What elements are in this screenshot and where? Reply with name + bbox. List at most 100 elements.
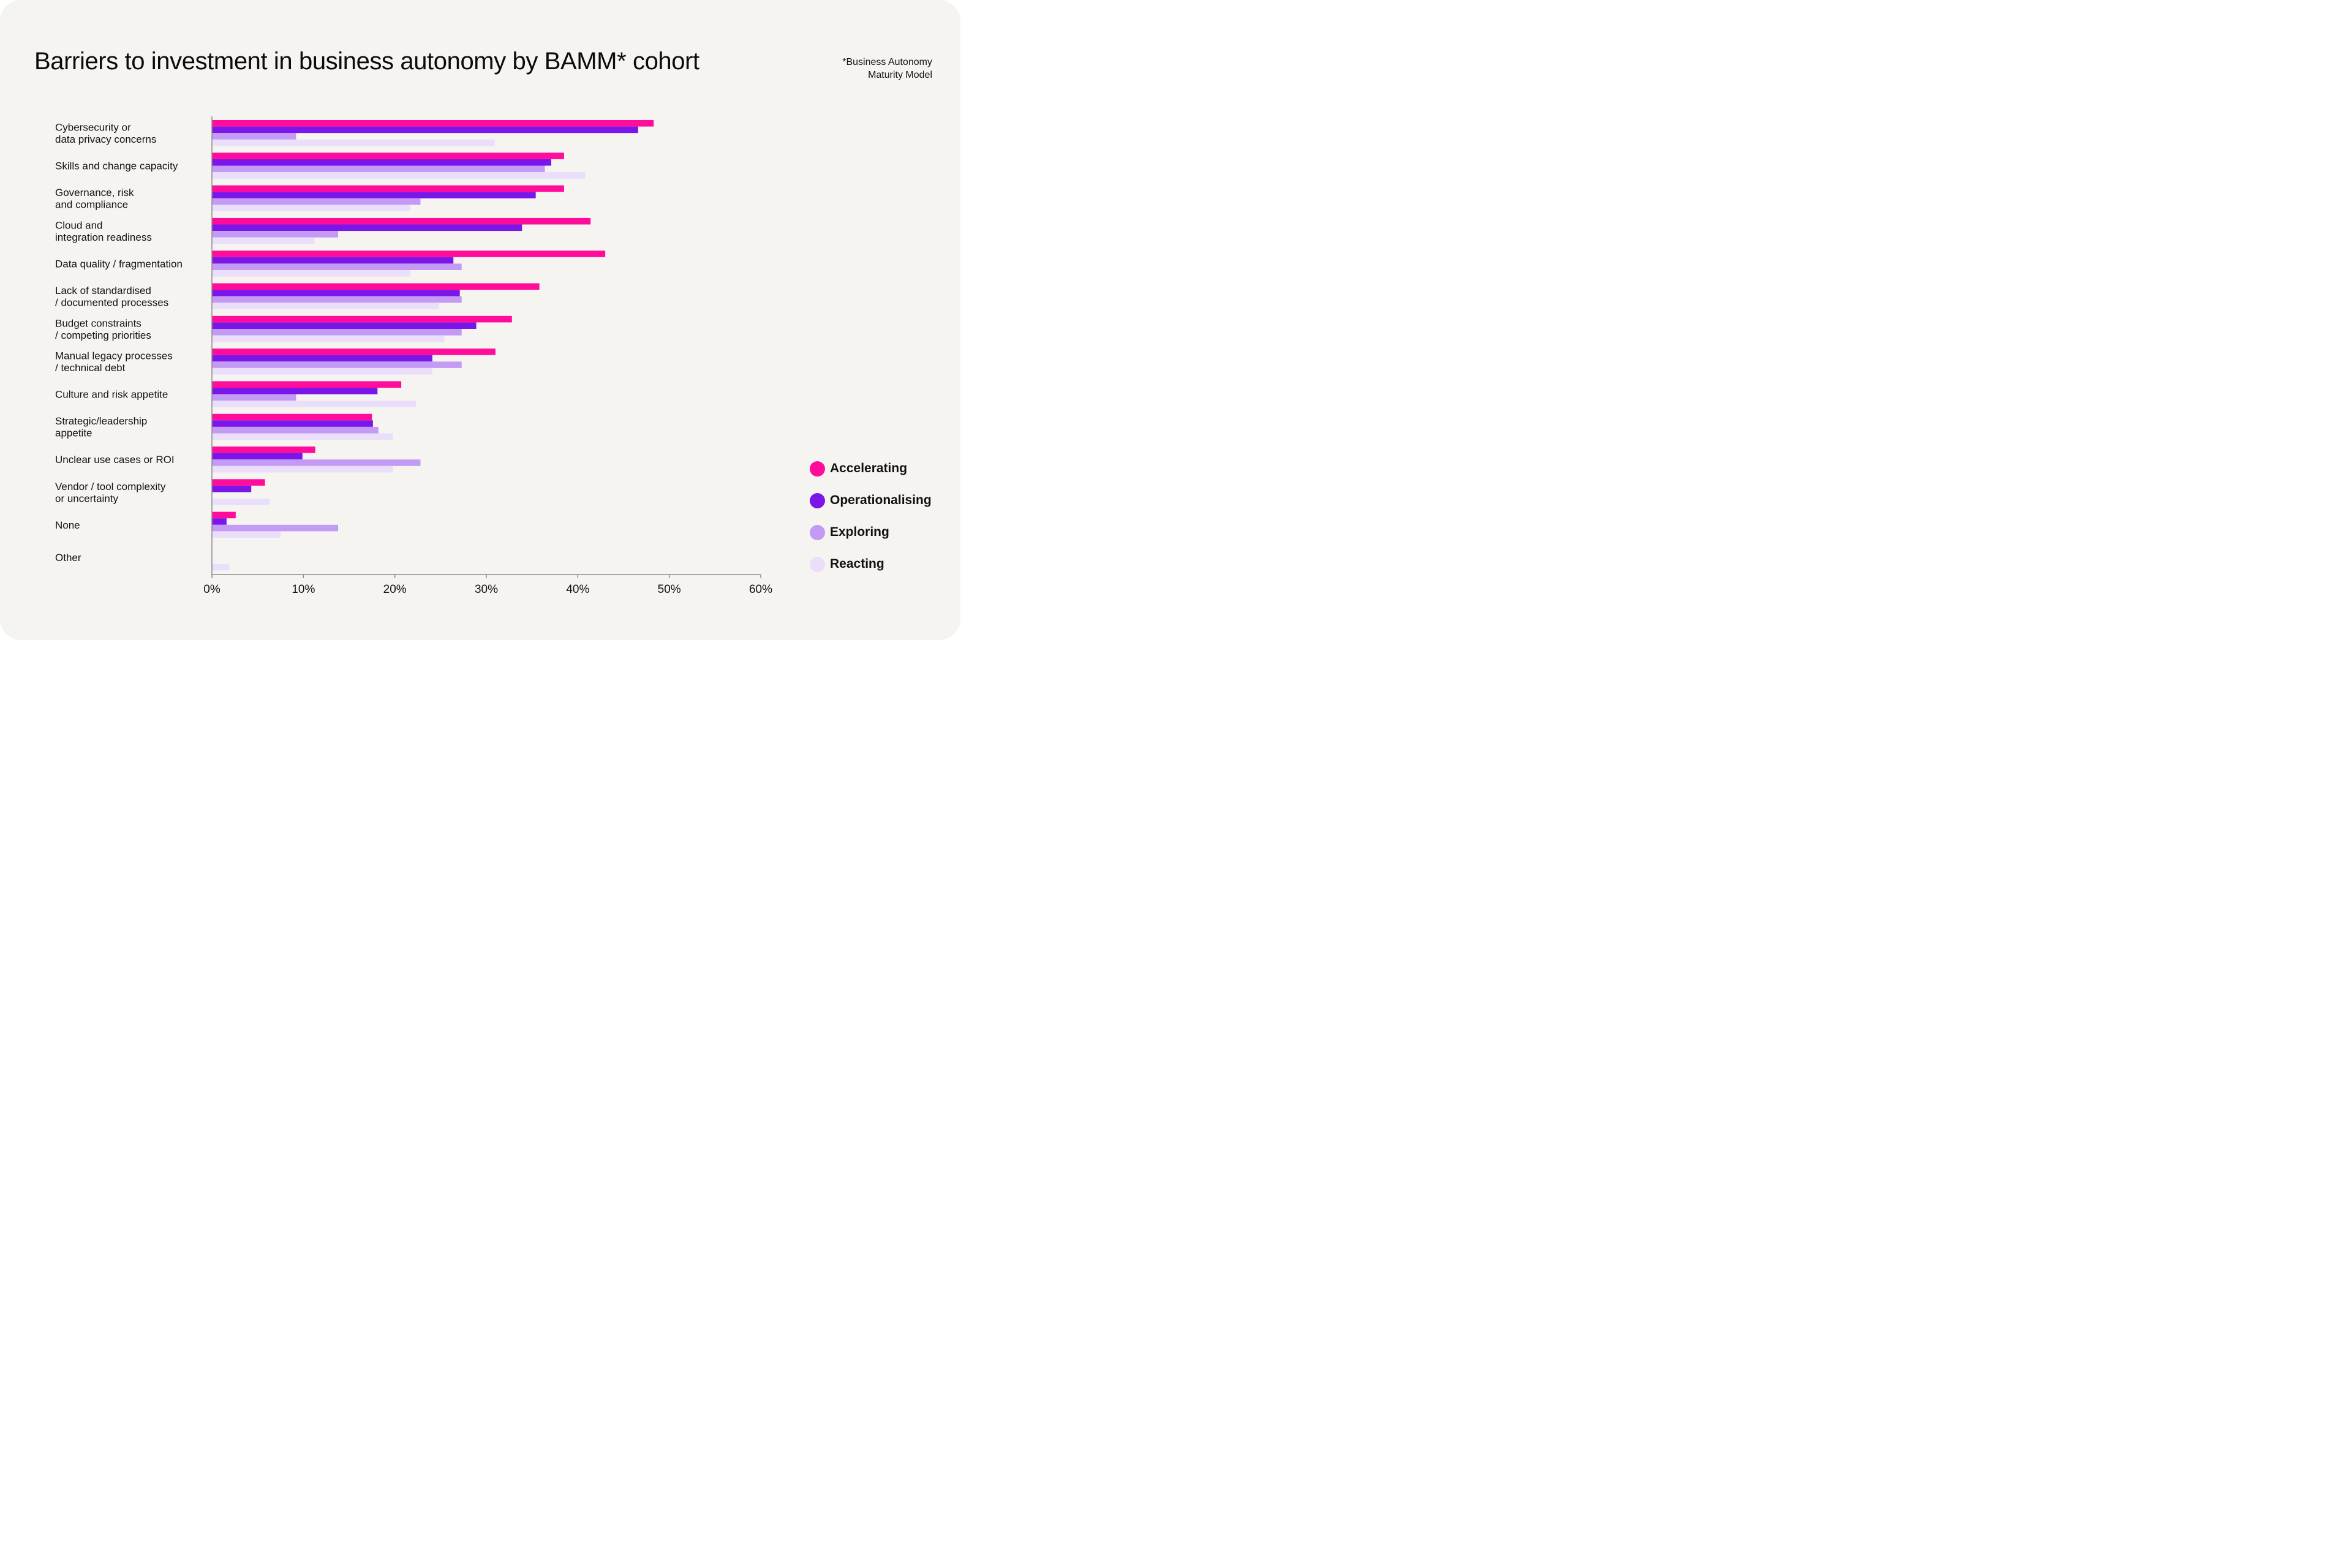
bar-accelerating-9 xyxy=(212,381,402,388)
bar-exploring-2 xyxy=(212,165,545,173)
axes xyxy=(211,116,761,578)
bar-operationalising-9 xyxy=(212,388,378,394)
bar-exploring-6 xyxy=(212,296,462,303)
bar-operationalising-5 xyxy=(212,257,454,264)
category-label-8: Manual legacy processes / technical debt xyxy=(55,350,173,374)
bar-reacting-14 xyxy=(212,564,230,571)
category-label-13: None xyxy=(55,519,80,531)
bar-accelerating-8 xyxy=(212,349,496,355)
bar-reacting-6 xyxy=(212,303,439,309)
category-label-1: Cybersecurity or data privacy concerns xyxy=(55,121,156,145)
bar-operationalising-12 xyxy=(212,485,252,492)
legend-label: Operationalising xyxy=(830,493,932,507)
category-label-11: Unclear use cases or ROI xyxy=(55,454,175,466)
category-label-7: Budget constraints / competing priorities xyxy=(55,317,151,341)
legend-swatch xyxy=(810,556,825,572)
bar-accelerating-7 xyxy=(212,315,512,323)
bar-exploring-8 xyxy=(212,361,462,368)
bar-operationalising-1 xyxy=(212,126,638,134)
category-label-line: Manual legacy processes xyxy=(55,350,173,362)
bar-reacting-13 xyxy=(212,531,281,538)
legend-item-accelerating: Accelerating xyxy=(810,461,932,477)
bar-reacting-10 xyxy=(212,433,393,440)
bar-operationalising-2 xyxy=(212,159,552,166)
category-label-3: Governance, risk and compliance xyxy=(55,187,134,211)
category-label-line: Governance, risk xyxy=(55,187,134,198)
category-label-line: Unclear use cases or ROI xyxy=(55,454,175,466)
category-label-line: / competing priorities xyxy=(55,330,151,341)
bar-chart: Cybersecurity or data privacy concerns Ski… xyxy=(55,116,772,596)
legend-swatch xyxy=(810,524,825,540)
category-label-line: Data quality / fragmentation xyxy=(55,258,183,270)
category-label-4: Cloud and integration readiness xyxy=(55,219,152,243)
bar-operationalising-3 xyxy=(212,192,536,198)
bar-operationalising-7 xyxy=(212,322,477,329)
bar-accelerating-1 xyxy=(212,120,654,127)
bar-operationalising-11 xyxy=(212,453,303,460)
bar-exploring-4 xyxy=(212,231,339,238)
category-label-14: Other xyxy=(55,552,81,564)
bar-exploring-9 xyxy=(212,394,296,401)
category-label-line: Lack of standardised xyxy=(55,285,151,296)
bar-operationalising-10 xyxy=(212,420,373,427)
bar-reacting-8 xyxy=(212,368,432,375)
x-tick-label: 40% xyxy=(566,583,589,596)
bar-accelerating-11 xyxy=(212,447,315,453)
category-label-line: Cybersecurity or xyxy=(55,121,131,133)
category-label-line: Culture and risk appetite xyxy=(55,389,168,401)
category-label-line: Vendor / tool complexity xyxy=(55,481,166,492)
category-label-line: data privacy concerns xyxy=(55,134,156,145)
category-label-line: Strategic/leadership xyxy=(55,415,147,427)
bar-exploring-13 xyxy=(212,524,339,532)
bar-accelerating-12 xyxy=(212,479,265,486)
x-tick-label: 60% xyxy=(749,583,772,596)
bar-exploring-3 xyxy=(212,198,421,205)
bar-operationalising-13 xyxy=(212,518,227,525)
category-label-line: Other xyxy=(55,552,81,564)
legend-item-reacting: Reacting xyxy=(810,556,932,572)
legend-item-operationalising: Operationalising xyxy=(810,492,932,508)
category-label-line: appetite xyxy=(55,428,92,439)
bar-accelerating-10 xyxy=(212,413,372,421)
bar-reacting-5 xyxy=(212,270,411,277)
bar-reacting-4 xyxy=(212,237,315,244)
bar-reacting-9 xyxy=(212,401,417,407)
category-label-line: / documented processes xyxy=(55,296,168,308)
bar-accelerating-13 xyxy=(212,511,236,519)
bar-accelerating-5 xyxy=(212,251,606,257)
bar-operationalising-4 xyxy=(212,224,522,232)
category-label-line: None xyxy=(55,519,80,531)
category-label-6: Lack of standardised / documented process… xyxy=(55,285,168,309)
bar-reacting-2 xyxy=(212,172,586,179)
x-tick-label: 20% xyxy=(383,583,407,596)
category-label-5: Data quality / fragmentation xyxy=(55,258,183,270)
bar-reacting-3 xyxy=(212,205,411,211)
legend-label: Accelerating xyxy=(830,461,908,475)
legend-label: Reacting xyxy=(830,557,884,571)
bar-operationalising-8 xyxy=(212,355,432,362)
category-label-line: integration readiness xyxy=(55,232,152,243)
bar-exploring-11 xyxy=(212,459,421,466)
x-tick-labels: 0% 10% 20% 30% 40% 50% 60% xyxy=(203,583,772,596)
x-tick-label: 0% xyxy=(203,583,221,596)
bar-exploring-1 xyxy=(212,133,296,140)
bar-exploring-10 xyxy=(212,426,379,434)
x-tick-label: 30% xyxy=(475,583,498,596)
bar-reacting-7 xyxy=(212,335,445,342)
bars-group xyxy=(212,120,654,571)
category-label-line: Skills and change capacity xyxy=(55,160,178,172)
footnote-line-1: *Business Autonomy xyxy=(842,57,932,67)
category-label-line: / technical debt xyxy=(55,362,126,374)
bar-reacting-12 xyxy=(212,499,270,505)
category-labels: Cybersecurity or data privacy concerns Ski… xyxy=(55,121,183,564)
legend-item-exploring: Exploring xyxy=(810,524,932,540)
legend-label: Exploring xyxy=(830,525,889,539)
chart-card: Barriers to investment in business auton… xyxy=(0,0,960,640)
bar-operationalising-6 xyxy=(212,290,460,296)
legend: Accelerating Operationalising Exploring Rea… xyxy=(810,461,932,588)
x-tick-label: 50% xyxy=(658,583,681,596)
category-label-line: Cloud and xyxy=(55,219,103,231)
category-label-2: Skills and change capacity xyxy=(55,160,178,172)
bar-exploring-7 xyxy=(212,329,462,336)
category-label-12: Vendor / tool complexity or uncertainty xyxy=(55,481,166,505)
